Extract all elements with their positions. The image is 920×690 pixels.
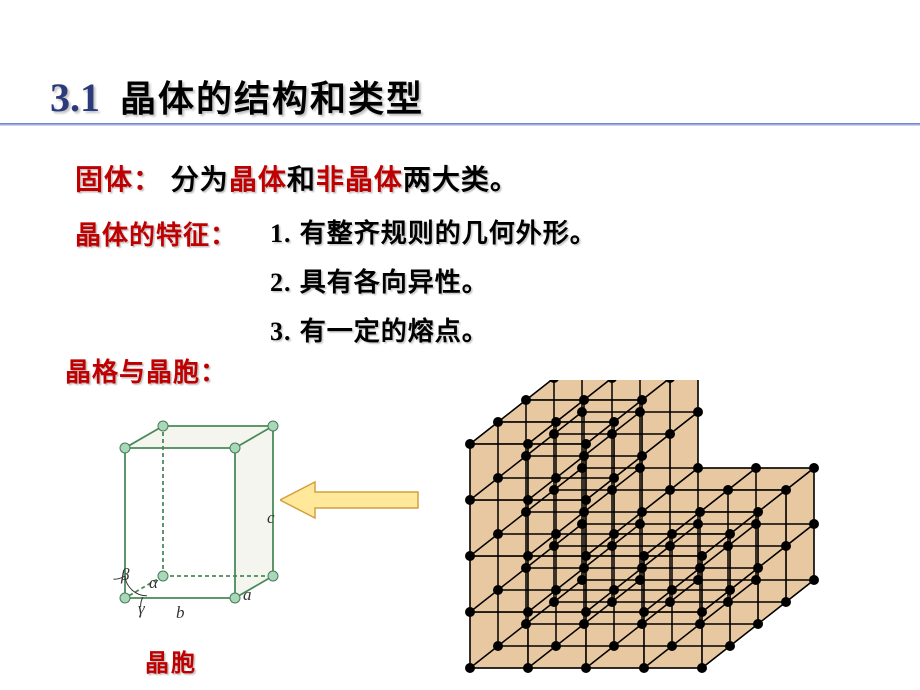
svg-text:α: α (149, 573, 159, 592)
svg-text:γ: γ (138, 599, 146, 618)
characteristic-item: 1. 有整齐规则的几何外形。 (270, 213, 597, 250)
arrow-left-icon (280, 480, 420, 520)
characteristics-list: 1. 有整齐规则的几何外形。 2. 具有各向异性。 3. 有一定的熔点。 (270, 213, 597, 360)
divider (0, 123, 920, 126)
svg-text:b: b (176, 603, 185, 622)
section-number: 3.1 (50, 74, 100, 121)
solid-label: 固体： (75, 164, 162, 195)
svg-text:a: a (243, 585, 252, 604)
solid-pre: 分为 (171, 164, 229, 195)
solid-mid: 和 (287, 164, 316, 195)
characteristic-item: 3. 有一定的熔点。 (270, 311, 597, 348)
characteristic-item: 2. 具有各向异性。 (270, 262, 597, 299)
characteristics-heading: 晶体的特征： (75, 215, 237, 252)
solid-post: 两大类。 (403, 164, 519, 195)
unit-cell-label: 晶胞 (145, 643, 197, 678)
lattice-diagram (430, 380, 890, 680)
lattice-heading: 晶格与晶胞： (65, 352, 227, 389)
section-title: 晶体的结构和类型 (120, 70, 424, 122)
unit-cell-diagram: a b c αβγ (95, 398, 295, 638)
svg-text:β: β (120, 565, 130, 584)
solid-term2: 非晶体 (316, 164, 403, 195)
section-title-row: 3.1 晶体的结构和类型 (50, 70, 424, 122)
solid-term1: 晶体 (229, 164, 287, 195)
solid-definition: 固体： 分为晶体和非晶体两大类。 (75, 158, 519, 198)
svg-text:c: c (267, 508, 275, 527)
